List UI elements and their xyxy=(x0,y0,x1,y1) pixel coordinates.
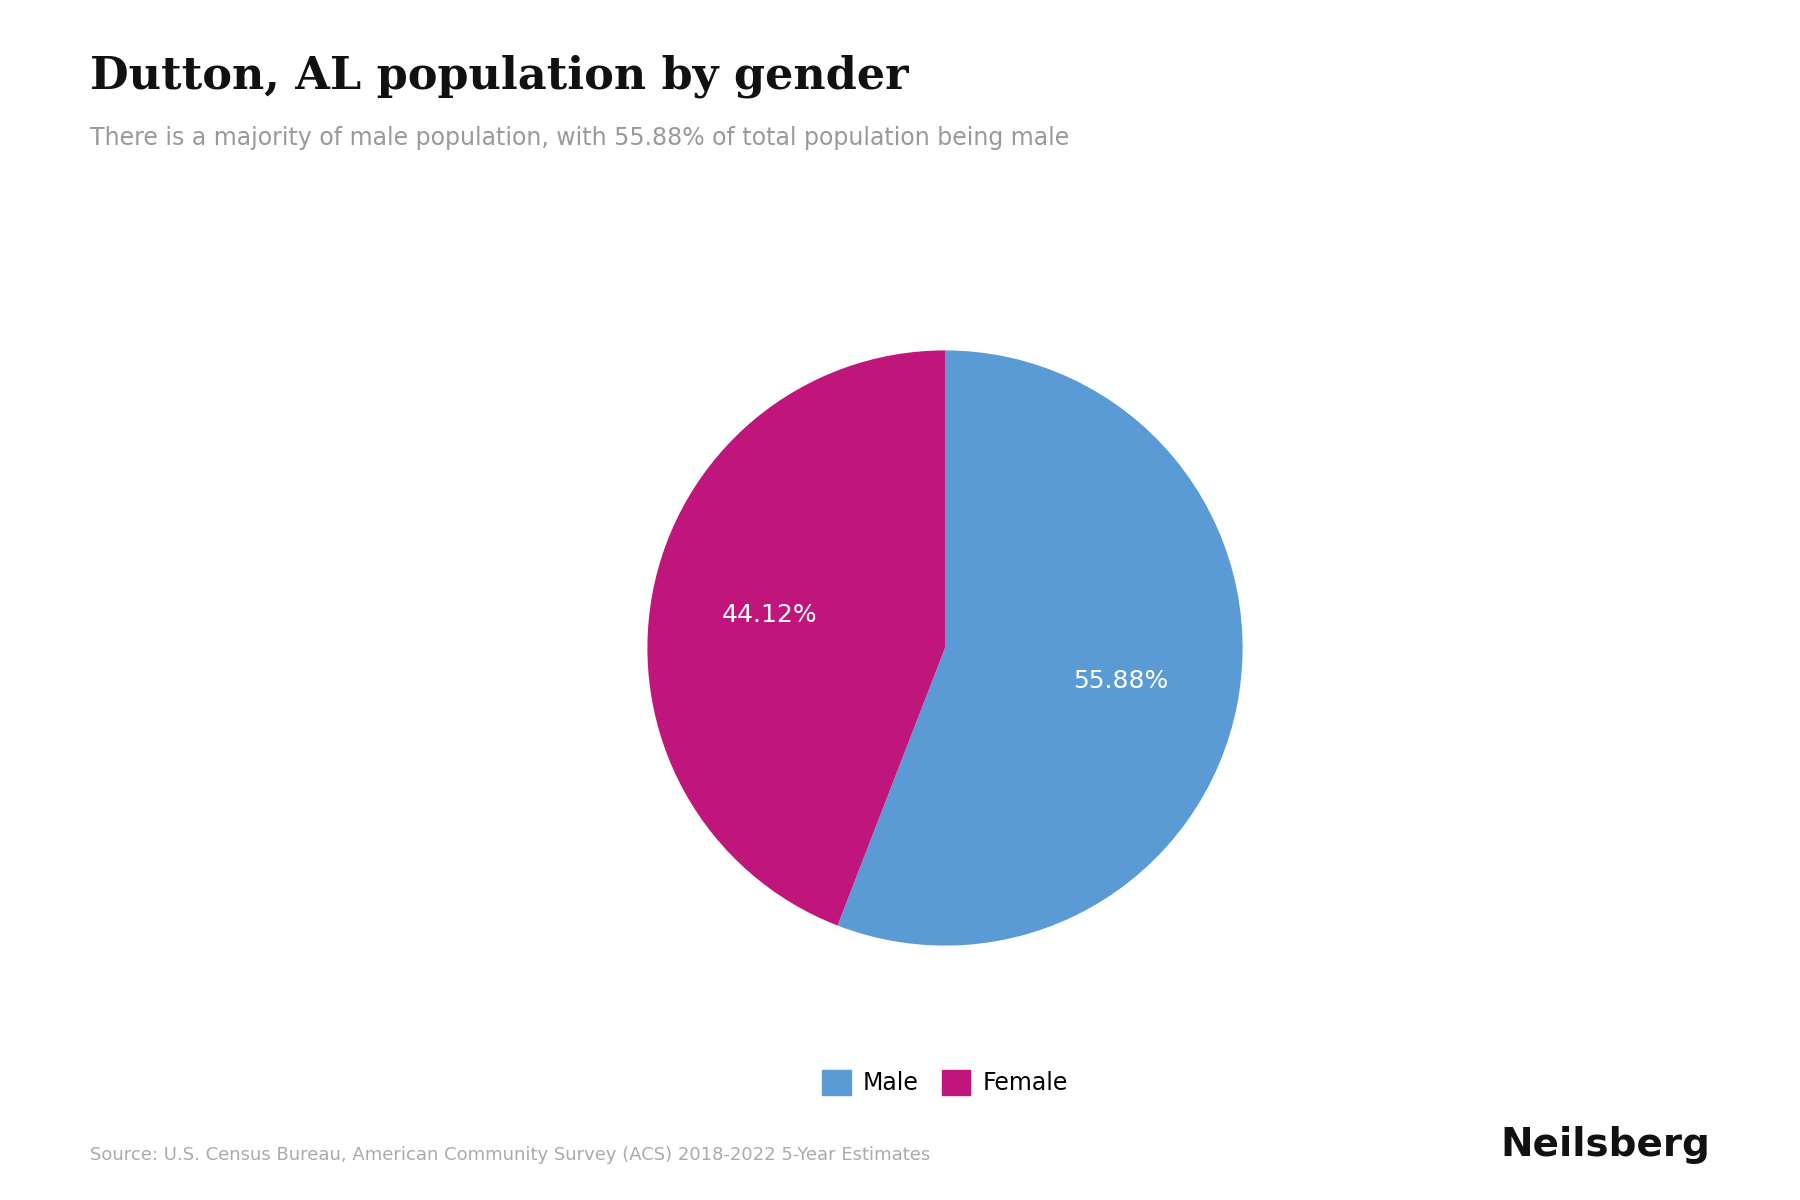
Wedge shape xyxy=(837,350,1242,946)
Text: Neilsberg: Neilsberg xyxy=(1499,1126,1710,1164)
Text: 44.12%: 44.12% xyxy=(722,604,817,628)
Legend: Male, Female: Male, Female xyxy=(814,1061,1076,1105)
Text: Dutton, AL population by gender: Dutton, AL population by gender xyxy=(90,54,909,97)
Wedge shape xyxy=(648,350,945,925)
Text: Source: U.S. Census Bureau, American Community Survey (ACS) 2018-2022 5-Year Est: Source: U.S. Census Bureau, American Com… xyxy=(90,1146,931,1164)
Text: There is a majority of male population, with 55.88% of total population being ma: There is a majority of male population, … xyxy=(90,126,1069,150)
Text: 55.88%: 55.88% xyxy=(1073,668,1168,692)
